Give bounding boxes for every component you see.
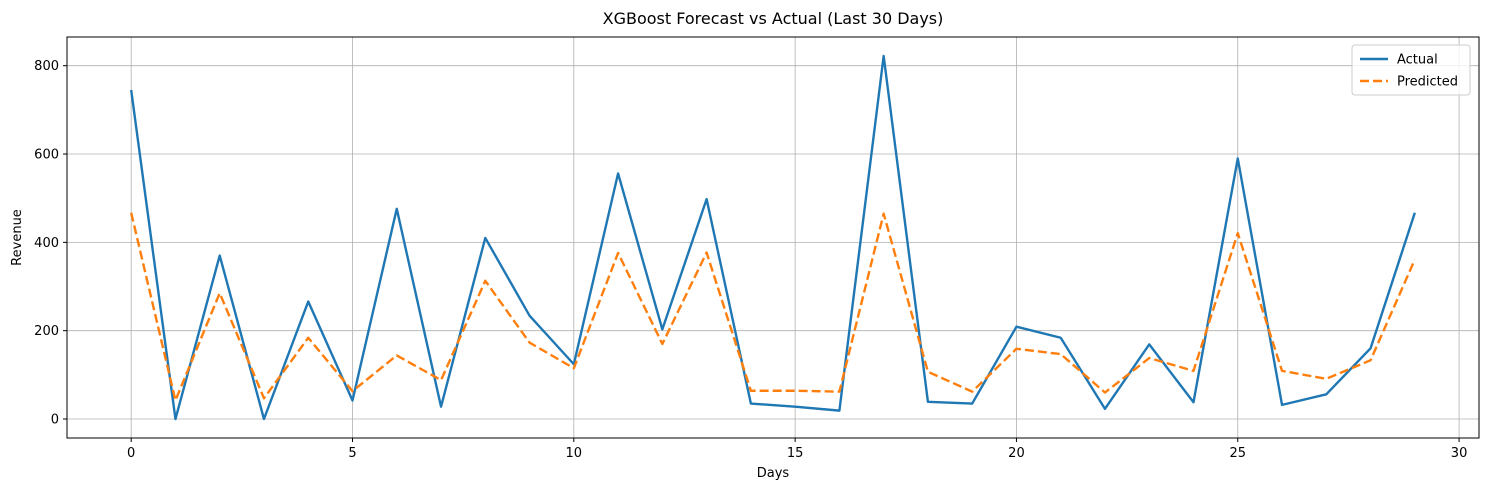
axis-ticks: 0 5 10 15 20 25 30 0 200 400 600 800 [34,59,1467,461]
plot-frame [66,36,1480,439]
y-tick-label: 200 [34,324,59,339]
y-tick-label: 600 [34,148,59,163]
legend: Actual Predicted [1351,44,1471,96]
y-tick-label: 800 [34,59,59,74]
y-tick-label: 400 [34,236,59,251]
legend-label-actual: Actual [1397,53,1438,68]
y-tick-label: 0 [51,413,59,428]
x-tick-label: 0 [127,446,135,461]
legend-box [1351,44,1471,96]
x-axis-label: Days [757,466,790,481]
y-axis-label: Revenue [10,209,25,266]
x-tick-label: 25 [1229,446,1246,461]
x-tick-label: 15 [787,446,804,461]
x-tick-label: 5 [348,446,356,461]
x-tick-label: 10 [566,446,583,461]
x-tick-label: 30 [1451,446,1468,461]
chart-title: XGBoost Forecast vs Actual (Last 30 Days… [603,9,944,28]
series-line-predicted [130,212,1416,402]
legend-label-predicted: Predicted [1397,75,1458,90]
series-lines [129,54,1416,421]
x-tick-label: 20 [1008,446,1025,461]
grid [67,37,1479,438]
series-line-actual [129,54,1416,421]
